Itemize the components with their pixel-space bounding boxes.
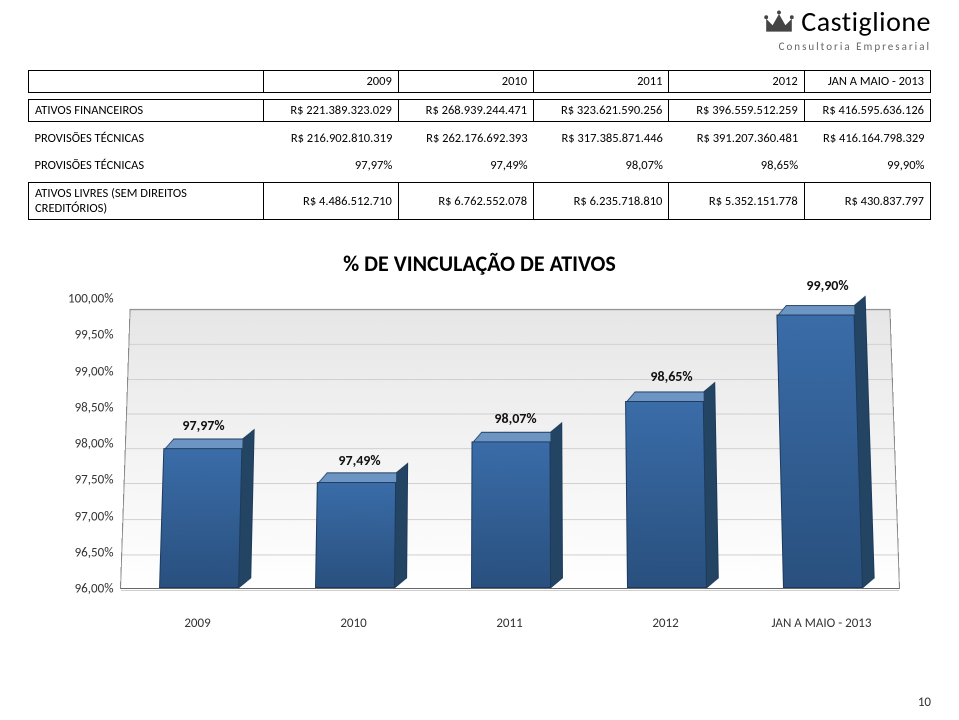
table-row: PROVISÕES TÉCNICAS97,97%97,49%98,07%98,6… — [29, 155, 931, 176]
chart-title: % DE VINCULAÇÃO DE ATIVOS — [28, 250, 931, 277]
cell: R$ 416.164.798.329 — [804, 128, 930, 149]
grid-line — [120, 590, 898, 591]
table-col-3: 2011 — [534, 71, 669, 93]
row-label: PROVISÕES TÉCNICAS — [29, 155, 264, 176]
cell: 98,65% — [669, 155, 804, 176]
bar-value-label: 98,07% — [494, 410, 536, 427]
bar-chart: 96,00% 96,50% 97,00% 97,50% 98,00% 98,50% 99,0… — [40, 289, 920, 629]
cell: R$ 4.486.512.710 — [263, 183, 398, 220]
grid-line — [130, 310, 889, 311]
table-row: ATIVOS LIVRES (SEM DIREITOS CREDITÓRIOS)… — [29, 183, 931, 220]
x-tick-label: 2011 — [432, 616, 588, 631]
cell: R$ 323.621.590.256 — [534, 100, 669, 122]
grid-line — [128, 379, 892, 380]
financial-table: 2009201020112012JAN A MAIO - 2013 ATIVOS… — [28, 70, 931, 220]
brand-name: Castiglione — [801, 8, 931, 36]
cell: R$ 268.939.244.471 — [398, 100, 533, 122]
plot-area — [120, 309, 900, 589]
bar — [776, 315, 863, 588]
x-tick-label: 2010 — [276, 616, 432, 631]
y-tick-label: 97,00% — [40, 509, 114, 524]
cell: R$ 221.389.323.029 — [263, 100, 398, 122]
table-col-2: 2010 — [398, 71, 533, 93]
y-tick-label: 100,00% — [40, 292, 114, 307]
x-tick-label: 2012 — [588, 616, 744, 631]
bar — [159, 448, 242, 588]
cell: R$ 317.385.871.446 — [534, 128, 669, 149]
bar-value-label: 97,49% — [338, 452, 380, 469]
x-tick-label: JAN A MAIO - 2013 — [744, 616, 900, 631]
cell: 97,97% — [263, 155, 398, 176]
table-row: ATIVOS FINANCEIROSR$ 221.389.323.029R$ 2… — [29, 100, 931, 122]
cell: R$ 391.207.360.481 — [669, 128, 804, 149]
cell: 98,07% — [534, 155, 669, 176]
cell: R$ 416.595.636.126 — [804, 100, 930, 122]
bar-value-label: 97,97% — [182, 417, 224, 434]
crown-icon — [763, 9, 795, 35]
table-header-row: 2009201020112012JAN A MAIO - 2013 — [29, 71, 931, 93]
brand-tagline: Consultoria Empresarial — [763, 41, 931, 52]
page-number: 10 — [918, 695, 931, 710]
table-col-0 — [29, 71, 264, 93]
bar — [471, 441, 551, 588]
table-col-4: 2012 — [669, 71, 804, 93]
table-col-5: JAN A MAIO - 2013 — [804, 71, 930, 93]
cell: R$ 6.235.718.810 — [534, 183, 669, 220]
cell: R$ 396.559.512.259 — [669, 100, 804, 122]
y-tick-label: 98,50% — [40, 400, 114, 415]
cell: R$ 216.902.810.319 — [263, 128, 398, 149]
cell: 97,49% — [398, 155, 533, 176]
cell: R$ 430.837.797 — [804, 183, 930, 220]
y-tick-label: 97,50% — [40, 473, 114, 488]
bar-value-label: 99,90% — [806, 277, 848, 294]
y-tick-label: 96,50% — [40, 545, 114, 560]
row-label: PROVISÕES TÉCNICAS — [29, 128, 264, 149]
cell: R$ 5.352.151.778 — [669, 183, 804, 220]
bar-value-label: 98,65% — [650, 368, 692, 385]
brand-logo: Castiglione Consultoria Empresarial — [763, 8, 931, 52]
row-label: ATIVOS LIVRES (SEM DIREITOS CREDITÓRIOS) — [29, 183, 264, 220]
x-tick-label: 2009 — [120, 616, 276, 631]
y-tick-label: 96,00% — [40, 582, 114, 597]
bar — [625, 401, 707, 588]
chart-region: % DE VINCULAÇÃO DE ATIVOS 96,00% 96,50% 97… — [28, 250, 931, 629]
cell: R$ 6.762.552.078 — [398, 183, 533, 220]
table-row: PROVISÕES TÉCNICASR$ 216.902.810.319R$ 2… — [29, 128, 931, 149]
cell: R$ 262.176.692.393 — [398, 128, 533, 149]
grid-line — [129, 344, 890, 345]
table-col-1: 2009 — [263, 71, 398, 93]
y-tick-label: 99,50% — [40, 328, 114, 343]
y-tick-label: 98,00% — [40, 437, 114, 452]
cell: 99,90% — [804, 155, 930, 176]
row-label: ATIVOS FINANCEIROS — [29, 100, 264, 122]
bar — [315, 482, 396, 588]
y-tick-label: 99,00% — [40, 364, 114, 379]
